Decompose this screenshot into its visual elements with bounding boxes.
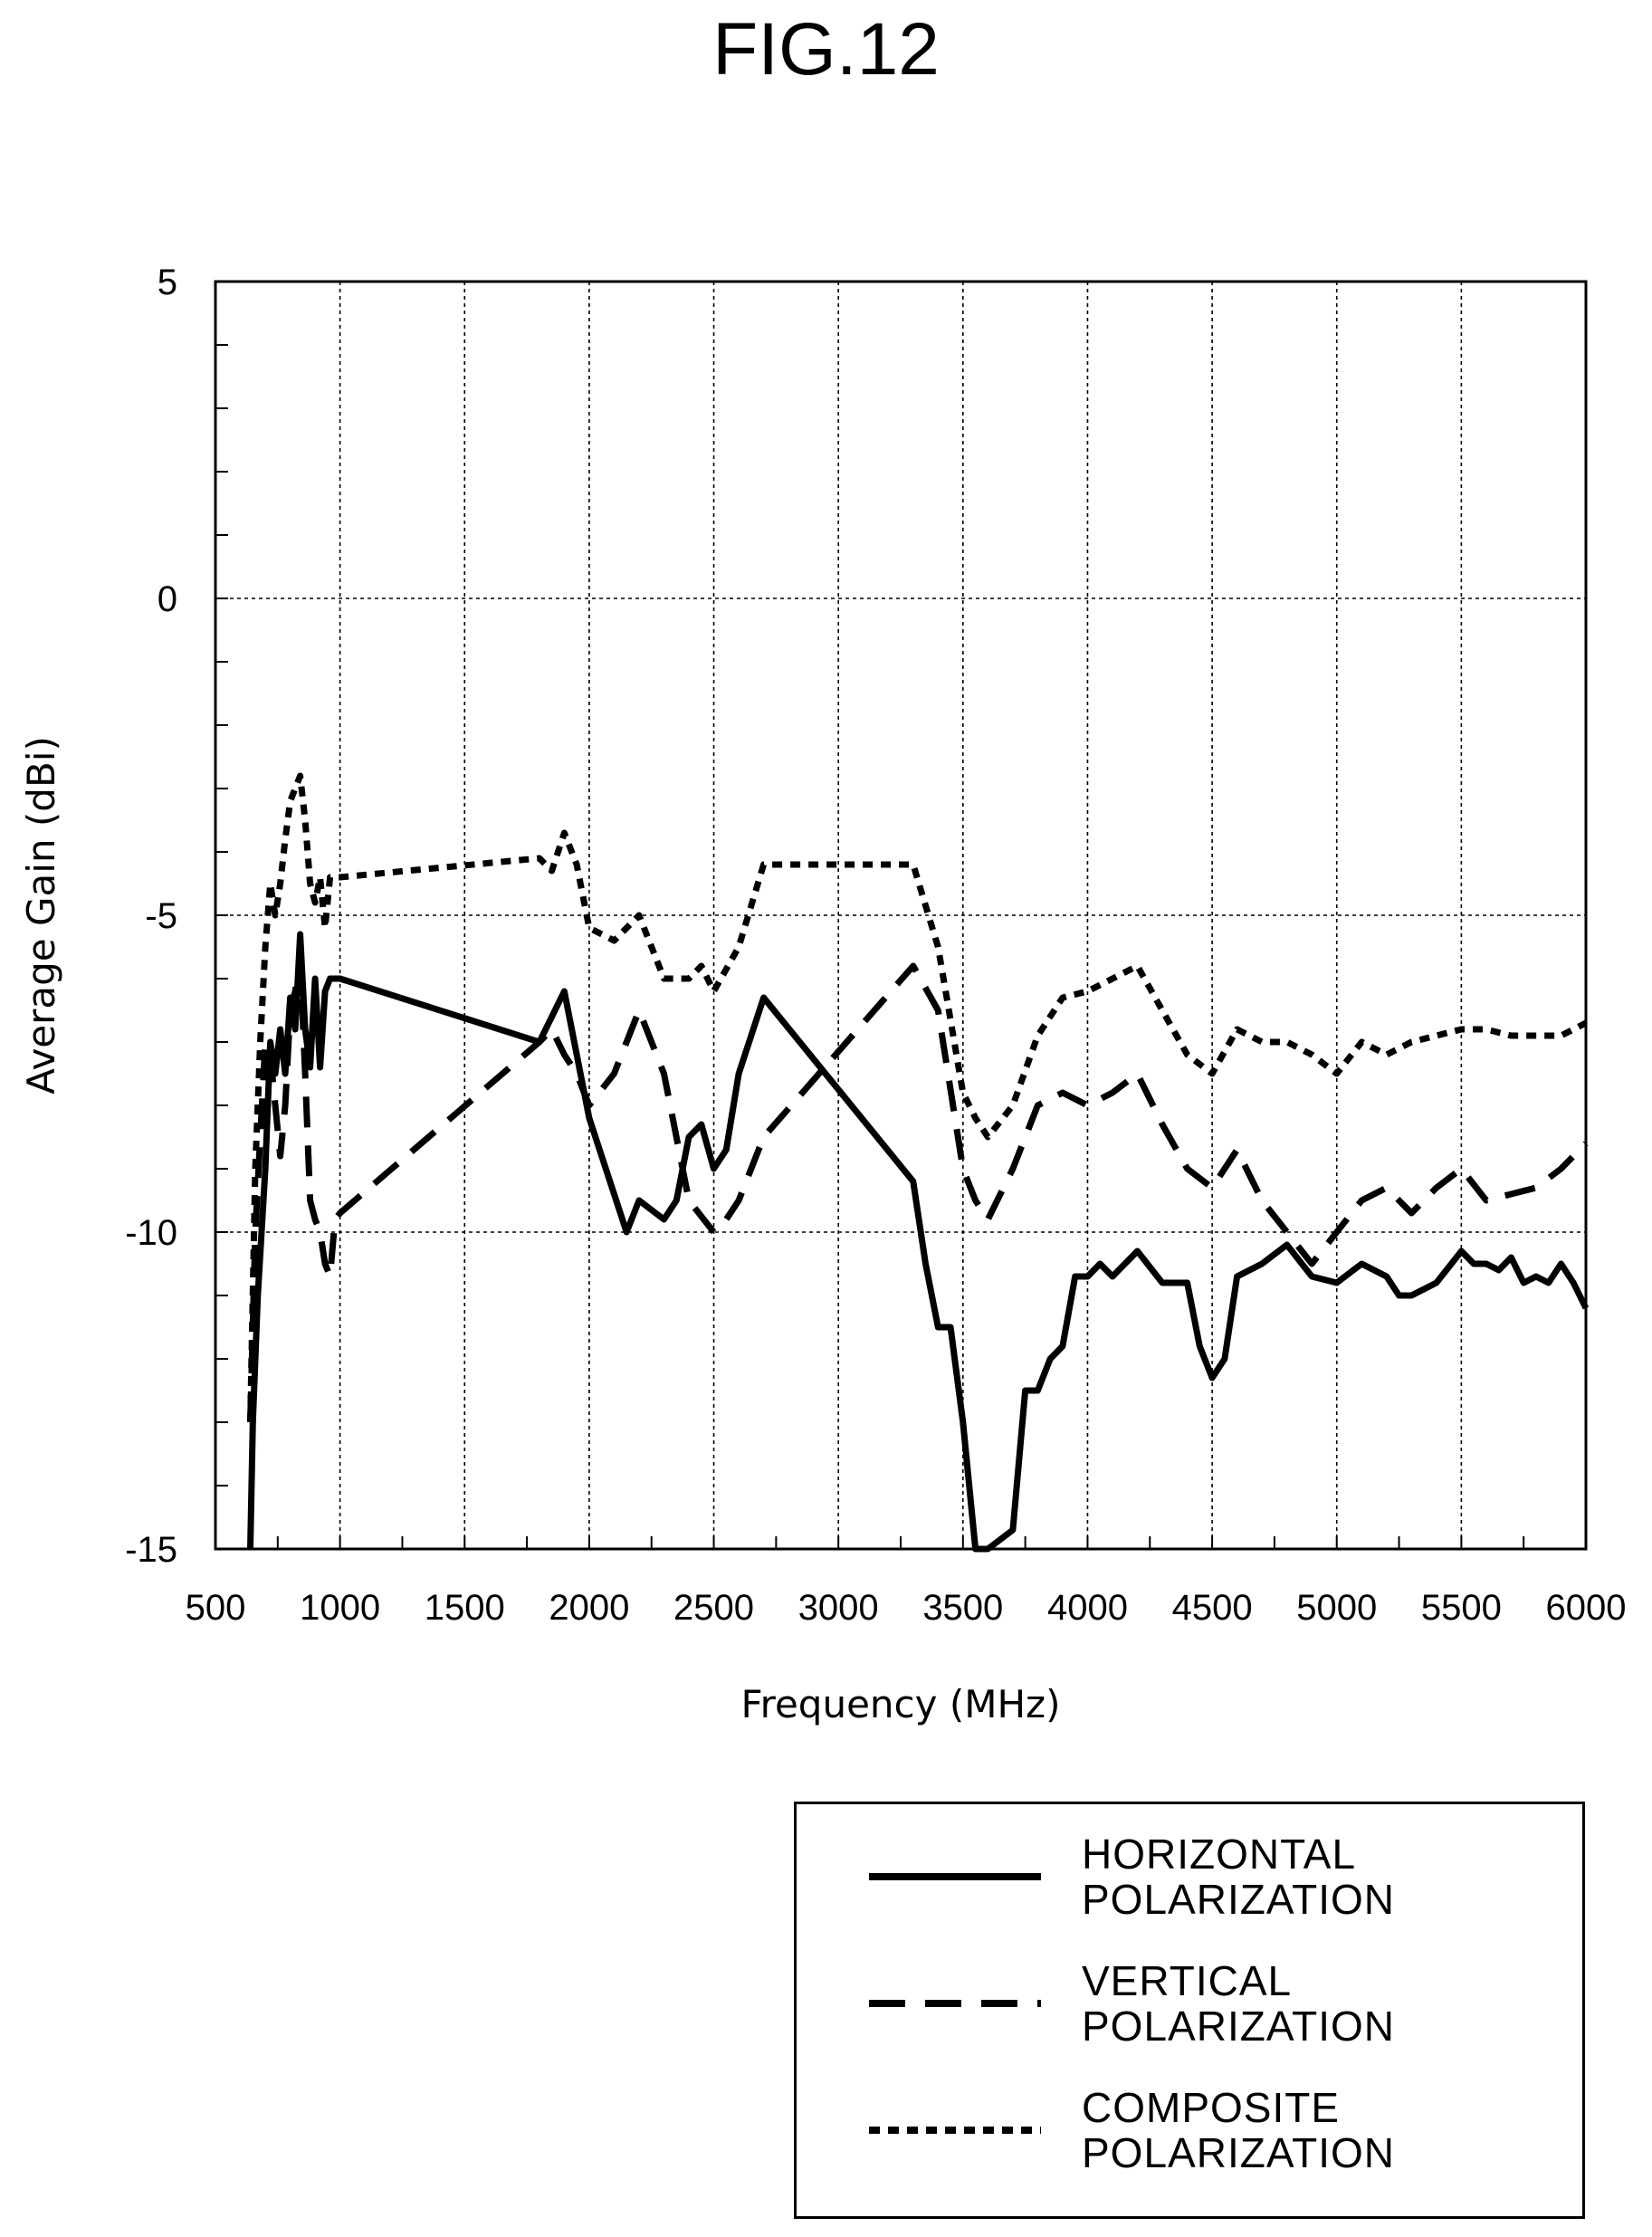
x-tick-label: 500 xyxy=(186,1588,246,1628)
plot-frame xyxy=(214,280,1588,1551)
grid xyxy=(215,282,1586,1549)
x-tick-label: 5000 xyxy=(1296,1588,1377,1628)
legend: HORIZONTAL POLARIZATION VERTICAL POLARIZ… xyxy=(794,1802,1585,2219)
y-axis-label: Average Gain (dBi) xyxy=(19,736,63,1095)
x-tick-label: 2500 xyxy=(673,1588,754,1628)
x-tick-labels: 500 1000 1500 2000 2500 3000 3500 4000 4500 5000 5… xyxy=(186,1588,1627,1628)
legend-swatch-dotted xyxy=(869,2127,1041,2134)
series-layer xyxy=(247,772,1590,1553)
axis-ticks xyxy=(215,281,1587,1550)
legend-label-composite: COMPOSITE POLARIZATION xyxy=(1082,2084,1395,2176)
legend-entry-composite: COMPOSITE POLARIZATION xyxy=(797,2085,1582,2194)
legend-label-vertical: VERTICAL POLARIZATION xyxy=(1082,1957,1395,2050)
series-line-solid xyxy=(247,931,1590,1553)
x-tick-label: 1500 xyxy=(425,1588,505,1628)
x-tick-label: 2000 xyxy=(549,1588,629,1628)
legend-swatch-solid xyxy=(869,1873,1041,1880)
x-tick-label: 5500 xyxy=(1421,1588,1502,1628)
x-axis-label: Frequency (MHz) xyxy=(741,1682,1061,1726)
series-line-dashed xyxy=(247,956,1589,1423)
x-tick-label: 4000 xyxy=(1047,1588,1128,1628)
line-chart: 500 1000 1500 2000 2500 3000 3500 4000 4500 5000 5… xyxy=(19,263,1627,1726)
y-tick-label: -5 xyxy=(145,896,177,936)
x-tick-label: 3000 xyxy=(798,1588,879,1628)
x-tick-label: 6000 xyxy=(1546,1588,1627,1628)
y-tick-label: 0 xyxy=(158,579,177,619)
y-tick-label: -10 xyxy=(125,1213,177,1253)
series-line-dotted xyxy=(247,772,1588,1423)
y-tick-label: -15 xyxy=(125,1530,177,1570)
y-tick-label: 5 xyxy=(158,263,177,302)
x-tick-label: 3500 xyxy=(922,1588,1003,1628)
legend-label-horizontal: HORIZONTAL POLARIZATION xyxy=(1082,1831,1395,1923)
legend-entry-horizontal: HORIZONTAL POLARIZATION xyxy=(797,1831,1582,1940)
legend-entry-vertical: VERTICAL POLARIZATION xyxy=(797,1958,1582,2067)
x-tick-label: 4500 xyxy=(1172,1588,1253,1628)
figure-title: FIG.12 xyxy=(712,8,940,91)
x-tick-label: 1000 xyxy=(300,1588,380,1628)
legend-swatch-dashed xyxy=(869,2000,1041,2007)
y-tick-labels: 5 0 -5 -10 -15 xyxy=(125,263,177,1570)
